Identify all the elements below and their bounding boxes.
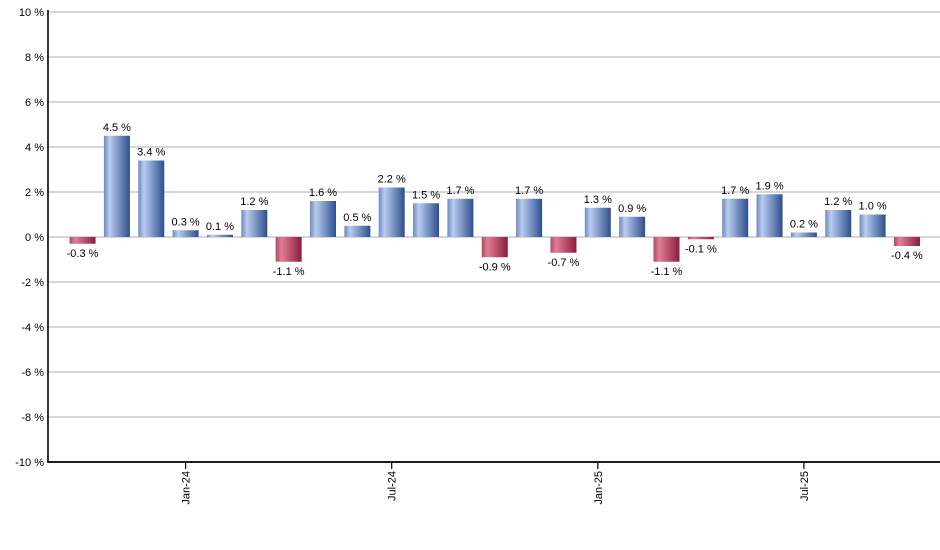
positive-bar (413, 203, 440, 237)
positive-bar (790, 232, 817, 237)
bar-value-label: -0.1 % (685, 243, 717, 255)
negative-bar (481, 237, 508, 258)
positive-bar (241, 210, 268, 237)
positive-bar (103, 135, 130, 237)
bar-value-label: 1.5 % (412, 189, 440, 201)
y-axis-tick-label: 8 % (25, 52, 44, 64)
positive-bar (310, 201, 336, 237)
positive-bar (378, 187, 405, 237)
positive-bar (722, 198, 749, 237)
bar-value-label: 4.5 % (103, 122, 131, 134)
bar-value-label: 1.0 % (859, 201, 887, 213)
y-axis-tick-label: 2 % (25, 187, 44, 199)
positive-bar (516, 198, 543, 237)
bar-value-label: 1.2 % (824, 196, 852, 208)
x-axis-tick-label: Jul-24 (387, 471, 399, 501)
x-axis-tick-label: Jul-25 (799, 471, 811, 501)
bar-value-label: 1.7 % (721, 185, 749, 197)
negative-bar (275, 237, 302, 262)
bar-value-label: 0.2 % (790, 219, 818, 231)
y-axis-tick-label: -6 % (21, 367, 44, 379)
negative-bar (653, 237, 680, 262)
positive-bar (172, 230, 199, 237)
bar-value-label: 1.7 % (515, 185, 543, 197)
positive-bar (619, 216, 646, 237)
negative-bar (69, 237, 96, 244)
negative-bar (893, 237, 920, 246)
positive-bar (825, 210, 852, 237)
positive-bar (344, 225, 371, 237)
bar-value-label: 1.2 % (240, 196, 268, 208)
bar-value-label: -1.1 % (651, 266, 683, 278)
y-axis-tick-label: -10 % (15, 457, 44, 469)
bar-value-label: -0.4 % (891, 250, 923, 262)
bar-value-label: 1.9 % (755, 180, 783, 192)
bar-value-label: 1.3 % (584, 194, 612, 206)
bar-value-label: 1.6 % (309, 187, 337, 199)
bar-value-label: 3.4 % (137, 147, 165, 159)
bar-value-label: 0.5 % (343, 212, 371, 224)
bar-value-label: 0.9 % (618, 203, 646, 215)
y-axis-tick-label: 10 % (19, 7, 44, 19)
y-axis-tick-label: 4 % (25, 142, 44, 154)
bar-value-label: 0.1 % (206, 221, 234, 233)
negative-bar (687, 237, 714, 240)
x-axis-tick-label: Jan-25 (593, 471, 605, 505)
positive-bar (756, 194, 783, 237)
bar-value-label: 0.3 % (172, 216, 200, 228)
y-axis-tick-label: -2 % (21, 277, 44, 289)
positive-bar (584, 207, 611, 237)
y-axis-tick-label: -8 % (21, 412, 44, 424)
positive-bar (447, 198, 474, 237)
positive-bar (859, 214, 886, 237)
bar-value-label: 1.7 % (446, 185, 474, 197)
y-axis-tick-label: 6 % (25, 97, 44, 109)
bar-value-label: -0.9 % (479, 261, 511, 273)
x-axis-tick-label: Jan-24 (181, 471, 193, 505)
bar-value-label: -0.3 % (67, 248, 99, 260)
positive-bar (206, 234, 233, 237)
positive-bar (138, 160, 165, 237)
bar-value-label: -1.1 % (273, 266, 305, 278)
bar-value-label: 2.2 % (378, 174, 406, 186)
bar-value-label: -0.7 % (548, 257, 580, 269)
y-axis-tick-label: 0 % (25, 232, 44, 244)
y-axis-tick-label: -4 % (21, 322, 44, 334)
negative-bar (550, 237, 577, 253)
